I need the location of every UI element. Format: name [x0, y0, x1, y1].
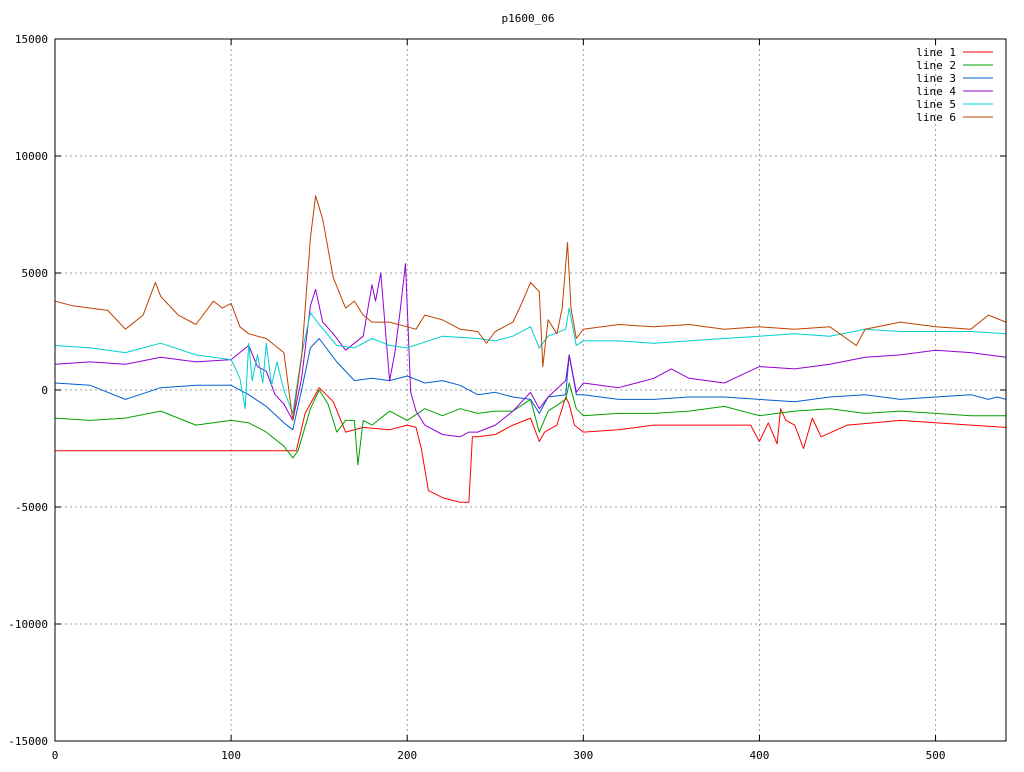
- legend-label: line 5: [916, 98, 956, 111]
- x-tick-label: 100: [221, 749, 241, 762]
- series-line-3: [54, 338, 1007, 431]
- legend-label: line 1: [916, 46, 956, 59]
- legend-label: line 4: [916, 85, 956, 98]
- x-tick-label: 500: [926, 749, 946, 762]
- plot-frame: [54, 38, 1007, 742]
- series-line-2: [54, 382, 1006, 466]
- series-line-1: [55, 387, 1007, 503]
- x-tick-label: 300: [573, 749, 593, 762]
- legend-label: line 2: [916, 59, 956, 72]
- x-tick-label: 200: [397, 749, 417, 762]
- legend-label: line 3: [916, 72, 956, 85]
- legend-label: line 6: [916, 111, 956, 124]
- y-tick-label: -15000: [8, 735, 48, 748]
- y-tick-label: -10000: [8, 618, 48, 631]
- series-line-4: [54, 263, 1007, 438]
- series-line-5: [54, 307, 1007, 414]
- y-tick-label: 5000: [22, 267, 49, 280]
- series-line-6: [54, 195, 1007, 421]
- chart-title: p1600_06: [502, 12, 555, 25]
- y-tick-label: -5000: [15, 501, 48, 514]
- x-tick-label: 0: [52, 749, 59, 762]
- y-tick-label: 15000: [15, 33, 48, 46]
- y-tick-label: 0: [41, 384, 48, 397]
- y-tick-label: 10000: [15, 150, 48, 163]
- x-tick-label: 400: [750, 749, 770, 762]
